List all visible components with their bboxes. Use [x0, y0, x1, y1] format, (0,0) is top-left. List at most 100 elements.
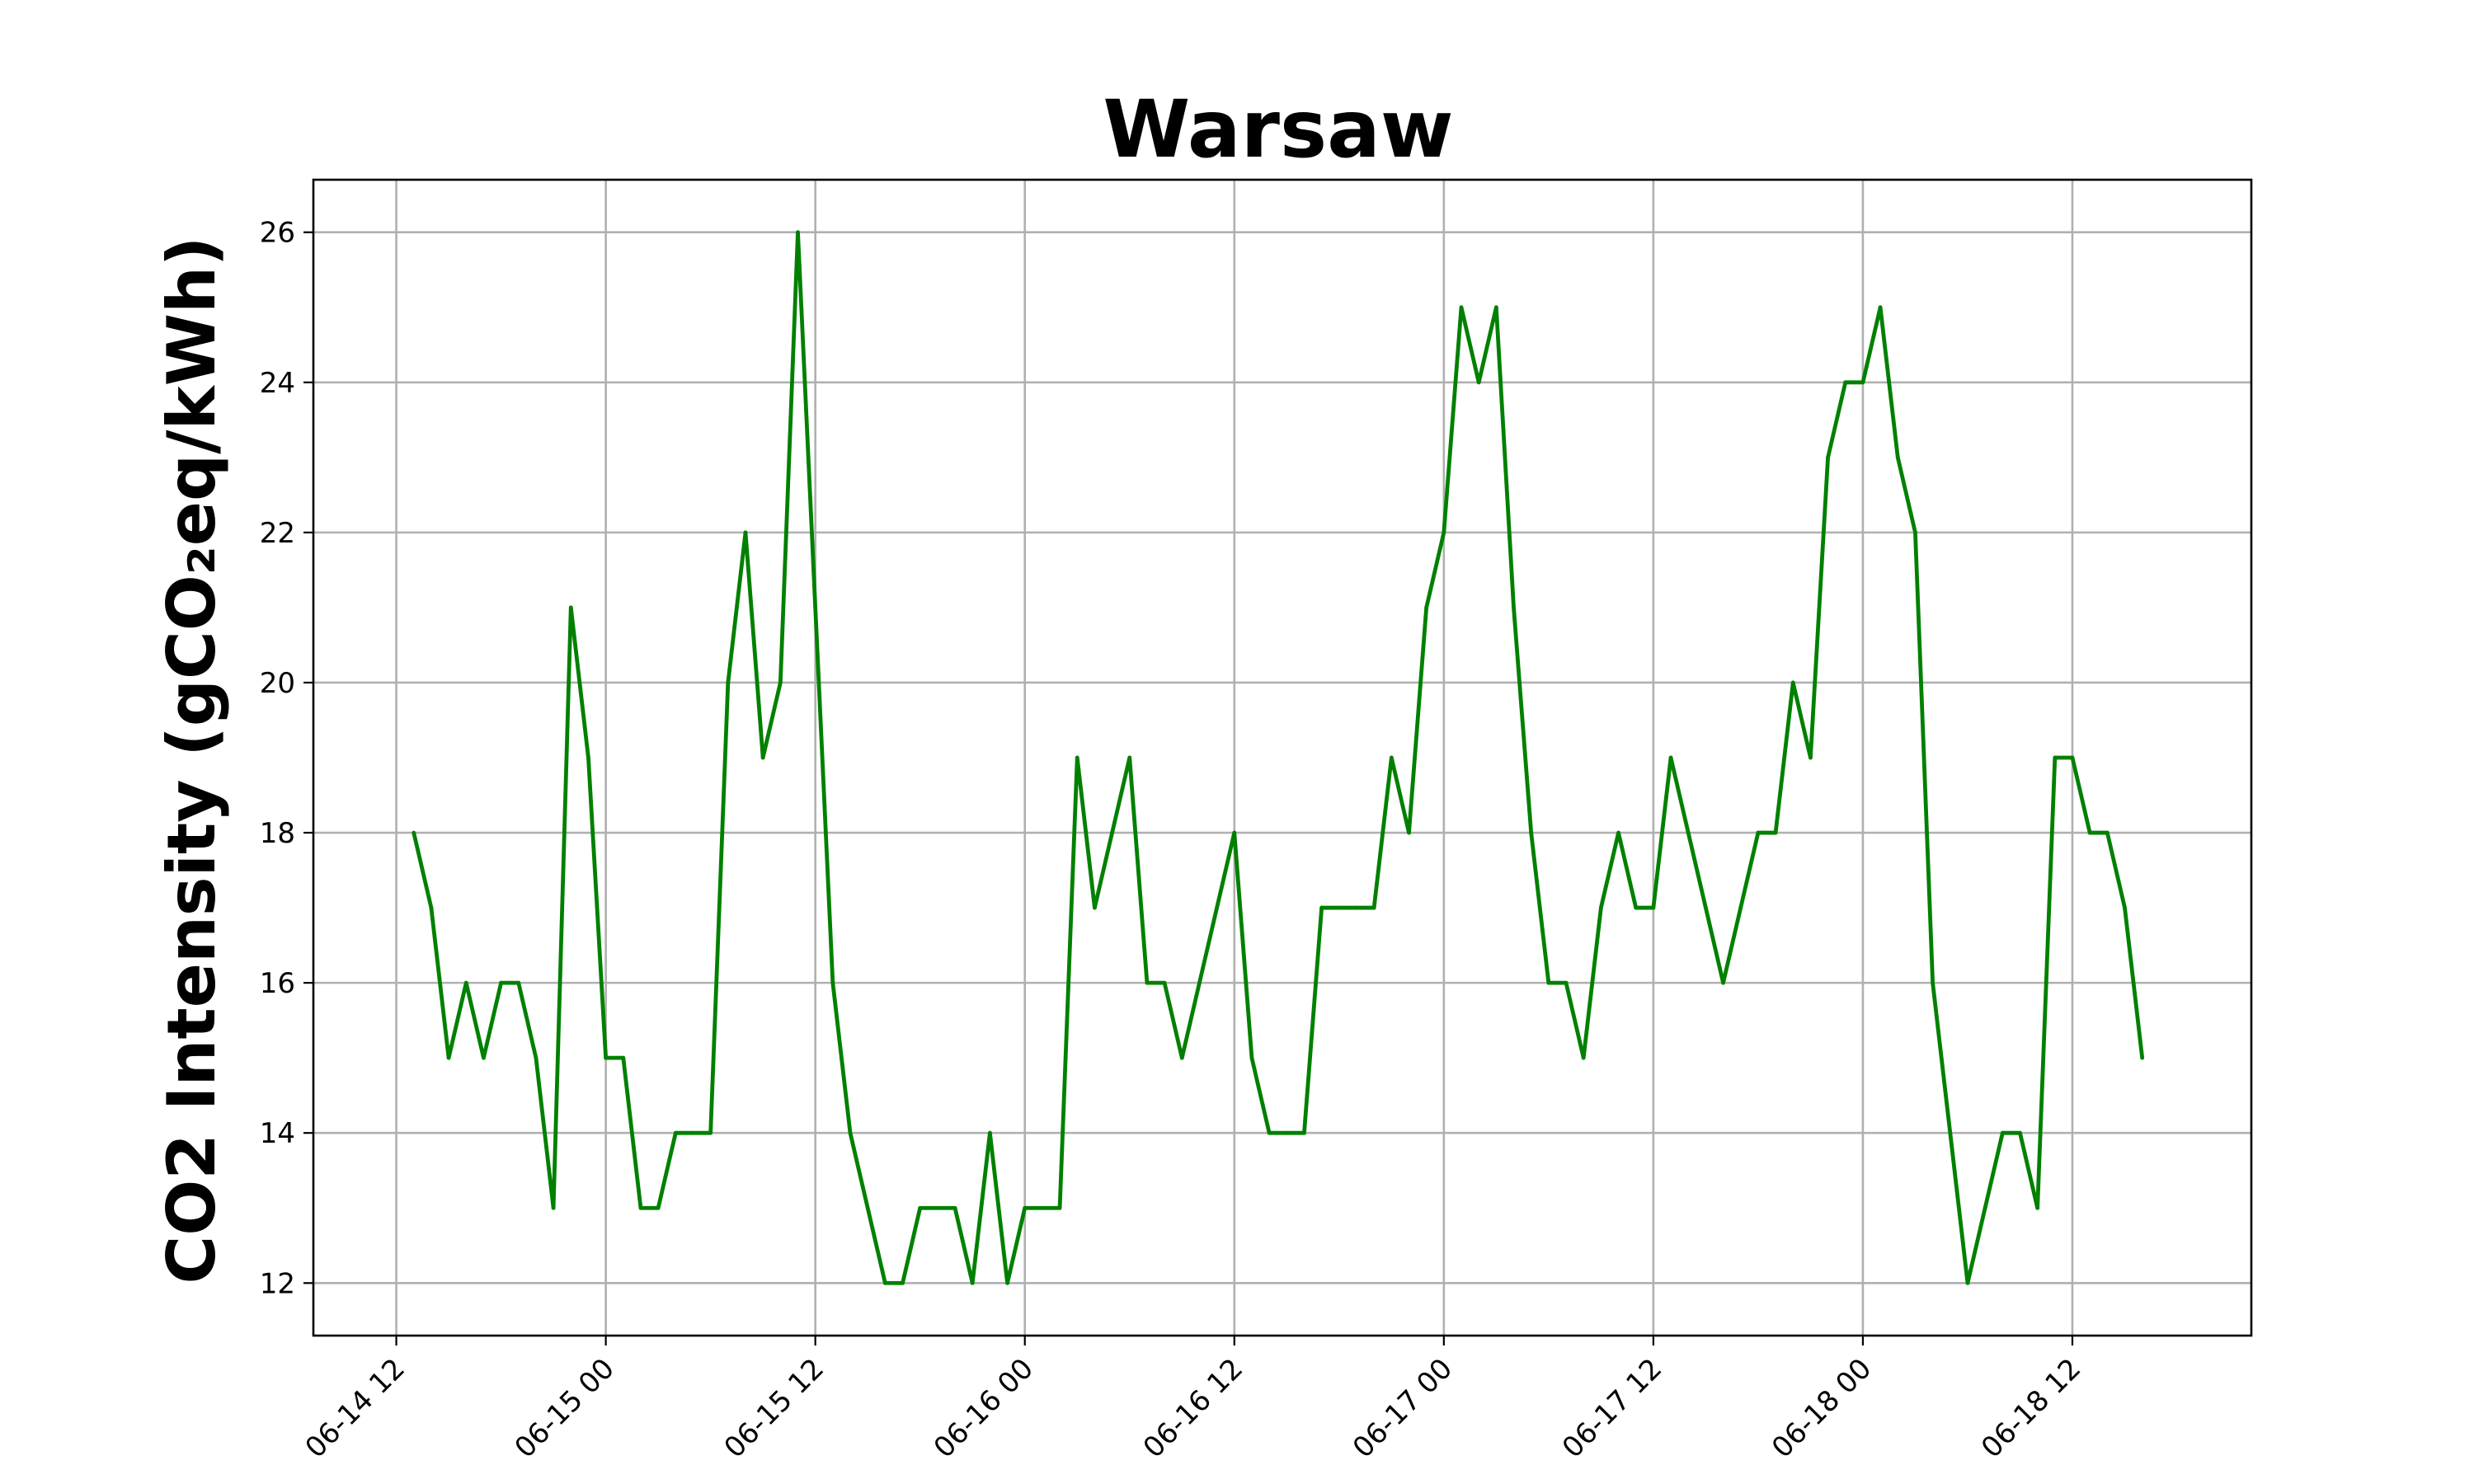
y-tick-label: 16	[260, 967, 295, 1000]
data-point	[516, 980, 521, 985]
data-point	[1407, 830, 1411, 835]
data-point	[2053, 755, 2058, 760]
data-point	[1965, 1280, 1970, 1285]
data-point	[691, 1130, 695, 1135]
y-tick-label: 14	[260, 1117, 295, 1150]
data-point	[1895, 455, 1900, 460]
data-point	[1756, 830, 1761, 835]
data-point	[1564, 980, 1569, 985]
data-point	[1651, 905, 1656, 910]
data-point	[2087, 830, 2092, 835]
data-point	[1790, 680, 1795, 685]
data-point	[1110, 830, 1114, 835]
data-point	[1493, 305, 1498, 310]
data-point	[2000, 1130, 2005, 1135]
data-point	[604, 1055, 609, 1060]
data-point	[1843, 380, 1848, 385]
data-point	[1476, 380, 1481, 385]
y-tick-label: 22	[260, 517, 295, 550]
data-point	[1860, 380, 1865, 385]
y-tick-label: 24	[260, 367, 295, 400]
data-point	[1598, 905, 1603, 910]
data-point	[412, 830, 416, 835]
data-point	[1249, 1055, 1254, 1060]
data-point	[935, 1205, 940, 1210]
data-point	[760, 755, 765, 760]
data-point	[656, 1205, 661, 1210]
data-point	[952, 1205, 957, 1210]
data-point	[1931, 980, 1935, 985]
series-layer	[412, 230, 2145, 1285]
data-point	[848, 1130, 853, 1135]
data-point	[796, 230, 800, 235]
y-axis-label: CO2 Intensity (gCO₂eq/kWh)	[153, 237, 230, 1284]
y-tick-label: 12	[260, 1267, 295, 1300]
data-point	[2123, 905, 2127, 910]
data-point	[1057, 1205, 1062, 1210]
data-point	[1686, 830, 1691, 835]
data-point	[1668, 755, 1673, 760]
data-point	[534, 1055, 539, 1060]
data-point	[586, 755, 590, 760]
data-point	[1302, 1130, 1306, 1135]
data-point	[1005, 1280, 1009, 1285]
y-tick-label: 18	[260, 817, 295, 850]
plot-frame	[312, 178, 2253, 1337]
y-tick-label: 20	[260, 667, 295, 700]
data-point	[901, 1280, 905, 1285]
data-point	[1634, 905, 1639, 910]
data-point	[446, 1055, 451, 1060]
data-point	[1389, 755, 1394, 760]
data-point	[1371, 905, 1376, 910]
data-point	[1459, 305, 1464, 310]
data-point	[813, 605, 818, 610]
data-point	[1197, 980, 1202, 985]
data-point	[987, 1130, 992, 1135]
data-point	[1738, 905, 1743, 910]
data-point	[1616, 830, 1620, 835]
data-point	[1179, 1055, 1184, 1060]
data-point	[621, 1055, 626, 1060]
data-point	[708, 1130, 713, 1135]
data-point	[1546, 980, 1551, 985]
data-point	[1773, 830, 1778, 835]
data-point	[1040, 1205, 1045, 1210]
data-point	[743, 530, 748, 535]
data-point	[1529, 830, 1534, 835]
data-point	[865, 1205, 870, 1210]
data-point	[1023, 1205, 1028, 1210]
data-point	[970, 1280, 975, 1285]
data-point	[568, 605, 573, 610]
data-point	[1267, 1130, 1272, 1135]
series-line	[412, 230, 2145, 1285]
data-point	[2105, 830, 2109, 835]
data-point	[1721, 980, 1725, 985]
data-point	[1948, 1130, 1953, 1135]
data-point	[2018, 1130, 2022, 1135]
data-point	[2140, 1055, 2145, 1060]
data-point	[1704, 905, 1708, 910]
data-point	[1354, 905, 1359, 910]
data-point	[1284, 1130, 1289, 1135]
data-point	[1512, 605, 1516, 610]
data-point	[482, 1055, 486, 1060]
data-point	[1319, 905, 1324, 910]
data-point	[1093, 905, 1097, 910]
data-point	[673, 1130, 678, 1135]
data-point	[1424, 605, 1429, 610]
y-tick-label: 26	[260, 217, 295, 250]
data-point	[1075, 755, 1079, 760]
data-point	[1232, 830, 1237, 835]
data-point	[778, 680, 783, 685]
data-point	[1826, 455, 1831, 460]
data-point	[1982, 1205, 1987, 1210]
data-point	[499, 980, 503, 985]
data-point	[551, 1205, 556, 1210]
data-point	[1337, 905, 1342, 910]
data-point	[1808, 755, 1813, 760]
data-point	[429, 905, 434, 910]
chart-title: Warsaw	[1103, 83, 1453, 176]
data-point	[1878, 305, 1883, 310]
data-point	[1127, 755, 1132, 760]
